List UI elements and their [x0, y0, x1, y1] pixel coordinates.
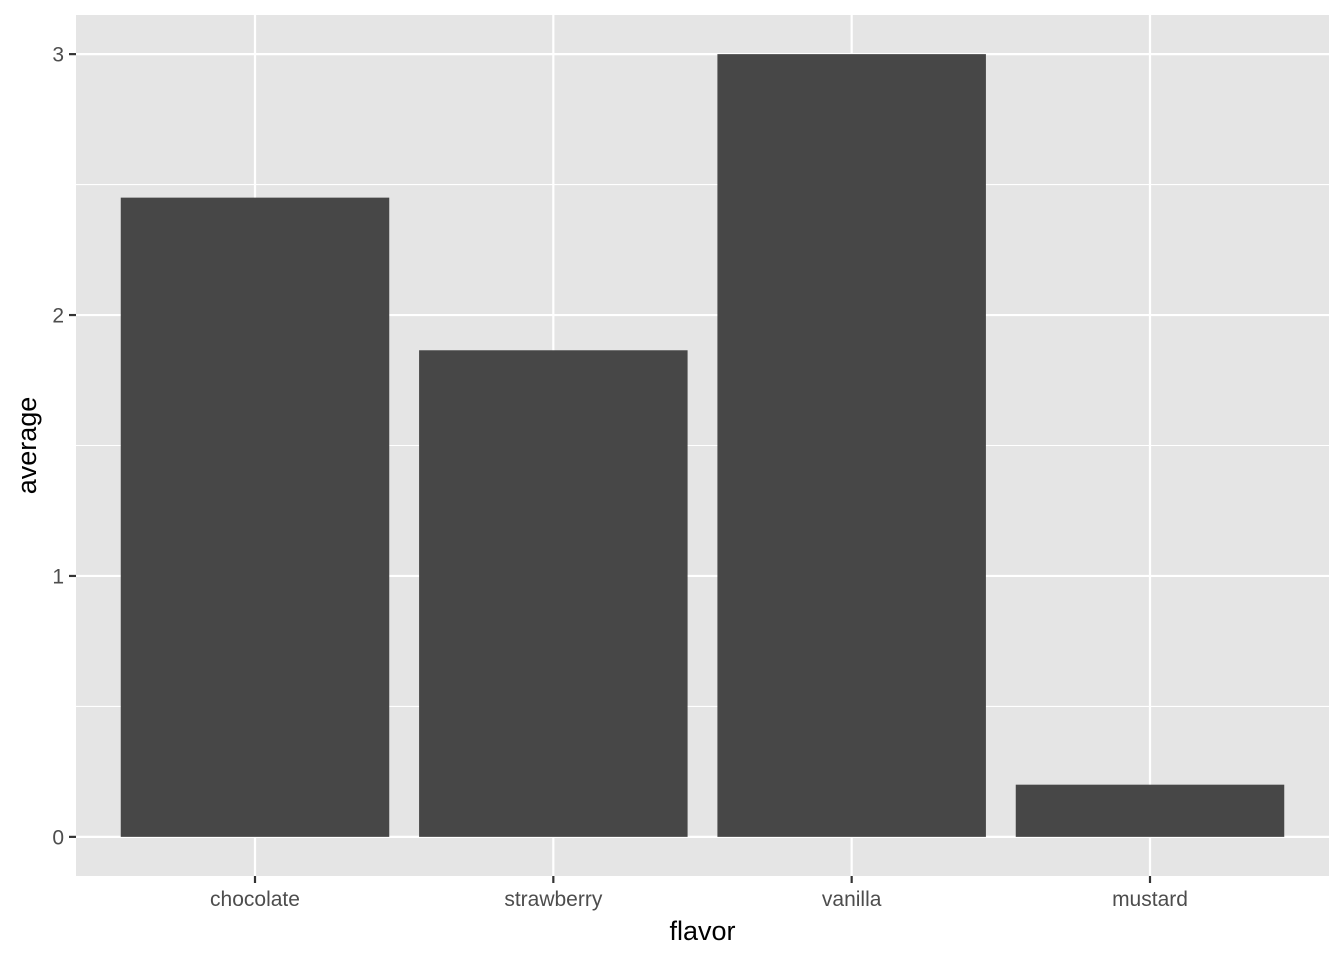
bar-mustard — [1015, 784, 1285, 837]
y-axis-title: average — [12, 397, 42, 495]
y-axis: 0 1 2 3 — [52, 44, 76, 849]
x-tick-label-strawberry: strawberry — [504, 888, 603, 911]
bar-chocolate — [120, 197, 390, 837]
bar-vanilla — [717, 54, 986, 837]
x-axis: chocolate strawberry vanilla mustard — [210, 876, 1188, 911]
y-tick-label: 1 — [52, 565, 64, 588]
x-tick-label-chocolate: chocolate — [210, 888, 300, 911]
y-tick-label: 3 — [52, 44, 64, 67]
x-tick-label-vanilla: vanilla — [822, 888, 882, 911]
x-axis-title: flavor — [669, 916, 735, 946]
y-tick-label: 2 — [52, 305, 64, 328]
x-tick-label-mustard: mustard — [1112, 888, 1188, 911]
bars — [120, 54, 1285, 837]
y-tick-label: 0 — [52, 826, 64, 849]
bar-strawberry — [419, 350, 688, 837]
